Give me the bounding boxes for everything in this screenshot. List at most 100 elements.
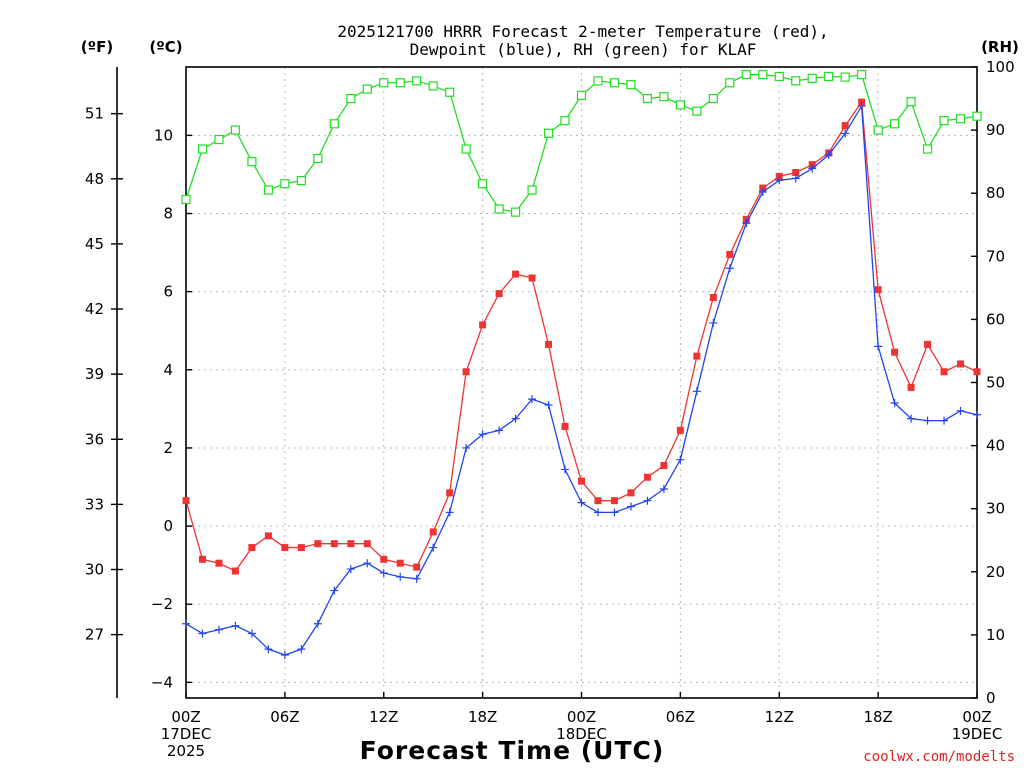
rh-point [560, 116, 570, 126]
rh-point [379, 78, 389, 88]
rh-point [428, 81, 438, 91]
temperature-point [545, 340, 553, 348]
temperature-point [215, 559, 223, 567]
rh-tick-label: 30 [986, 500, 1005, 518]
rh-point [214, 134, 224, 145]
dewpoint-point [923, 416, 932, 425]
rh-tick-label: 100 [986, 58, 1015, 76]
x-tick-label: 12Z [369, 708, 398, 726]
rh-tick-label: 70 [986, 247, 1005, 265]
series-layer [181, 69, 982, 660]
rh-point [494, 204, 504, 214]
celsius-tick-label: −4 [151, 673, 173, 691]
series-temperature [182, 98, 981, 575]
rh-point [890, 119, 900, 129]
axes [111, 66, 978, 699]
dewpoint-point [330, 586, 339, 595]
temperature-point [561, 422, 569, 430]
dewpoint-point [280, 651, 289, 660]
x-tick-label: 00Z 17DEC 2025 [161, 708, 212, 760]
x-axis-label: Forecast Time (UTC) [360, 736, 665, 765]
celsius-unit-label: (ºC) [149, 38, 182, 56]
rh-point [263, 185, 273, 195]
dewpoint-point [462, 443, 471, 452]
rh-tick-label: 10 [986, 626, 1005, 644]
temperature-point [726, 251, 734, 259]
temperature-point [693, 352, 701, 360]
fahrenheit-unit-label: (ºF) [81, 38, 113, 56]
temperature-point [924, 340, 932, 348]
temperature-point [907, 383, 915, 391]
dewpoint-point [973, 410, 981, 419]
fahrenheit-tick-label: 30 [85, 560, 104, 578]
temperature-point [264, 532, 272, 540]
dewpoint-point [231, 621, 240, 630]
dewpoint-point [346, 565, 355, 574]
rh-point [692, 106, 702, 116]
temperature-point [841, 122, 849, 130]
temperature-point [973, 368, 981, 376]
dewpoint-point [363, 559, 372, 568]
rh-point [478, 179, 488, 189]
rh-point [313, 153, 323, 164]
dewpoint-point [692, 387, 701, 396]
celsius-tick-label: 10 [154, 126, 173, 144]
dewpoint-point [528, 395, 537, 404]
dewpoint-point [297, 645, 306, 654]
rh-tick-label: 20 [986, 563, 1005, 581]
temperature-point [231, 567, 239, 575]
dewpoint-point [593, 508, 602, 517]
dewpoint-point [709, 318, 718, 327]
grid-lines [186, 67, 977, 698]
x-tick-label: 18Z [863, 708, 892, 726]
dewpoint-point [412, 574, 421, 583]
rh-point [824, 71, 834, 82]
rh-point [461, 144, 471, 154]
rh-point [445, 87, 455, 97]
temperature-point [462, 368, 470, 376]
chart-title-line-1: 2025121700 HRRR Forecast 2-meter Tempera… [337, 22, 828, 41]
temperature-point [297, 544, 305, 552]
dewpoint-point [791, 174, 800, 183]
dewpoint-point [445, 508, 454, 517]
rh-point [741, 69, 751, 80]
dewpoint-point [742, 219, 751, 228]
temperature-point [446, 489, 454, 497]
tick-labels: −4 −2 0 2 4 6 8 10 27 30 33 36 39 42 45 48 51 0 10 20 30 40 50… [85, 58, 1015, 760]
rh-point [593, 76, 603, 86]
rh-point [857, 69, 867, 80]
rh-point [725, 78, 735, 88]
rh-point [675, 100, 685, 110]
dewpoint-point [808, 164, 817, 173]
rh-point [543, 128, 554, 138]
temperature-point [891, 348, 899, 356]
dewpoint-point [758, 188, 767, 197]
dewpoint-point [511, 414, 520, 423]
rh-point [642, 93, 653, 104]
series-dewpoint [182, 102, 981, 660]
rh-tick-label: 40 [986, 437, 1005, 455]
rh-point [609, 78, 620, 88]
temperature-point [363, 540, 371, 548]
temperature-point [396, 559, 404, 567]
dewpoint-point [940, 416, 949, 425]
fahrenheit-tick-label: 48 [85, 170, 104, 188]
fahrenheit-tick-label: 33 [85, 495, 104, 513]
rh-point [873, 125, 883, 135]
dewpoint-point [676, 455, 685, 464]
rh-point [181, 194, 191, 205]
temperature-point [380, 555, 388, 563]
dewpoint-point [379, 568, 388, 577]
temperature-point [347, 540, 355, 548]
rh-point [840, 72, 850, 82]
temperature-point [281, 544, 289, 552]
temperature-point [413, 563, 421, 571]
temperature-point [330, 540, 338, 548]
dewpoint-point [429, 543, 438, 552]
celsius-tick-label: 0 [163, 517, 173, 535]
fahrenheit-tick-label: 51 [85, 105, 104, 123]
rh-point [329, 119, 339, 129]
dewpoint-point [577, 498, 586, 507]
plot-frame [185, 66, 978, 699]
temperature-point [792, 168, 800, 176]
